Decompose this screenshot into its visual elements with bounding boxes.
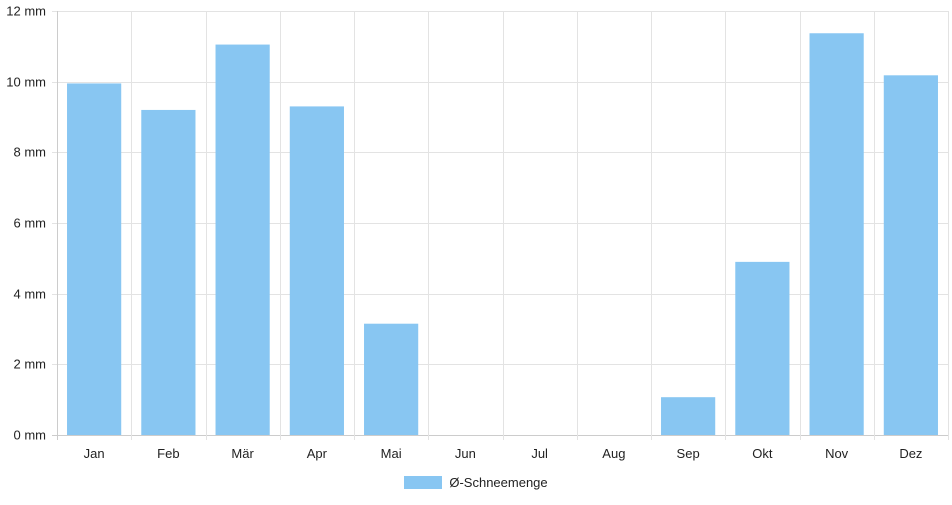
y-tick-label: 12 mm [6, 4, 46, 19]
grid-layer [52, 11, 949, 440]
bar-nov[interactable] [809, 33, 864, 435]
y-tick-label: 0 mm [14, 428, 47, 443]
legend-swatch [404, 475, 443, 489]
bars-layer [67, 33, 938, 436]
x-tick-label: Jan [84, 446, 105, 461]
y-tick-label: 6 mm [14, 216, 47, 231]
legend[interactable]: Ø-Schneemenge [0, 472, 952, 492]
y-tick-label: 2 mm [14, 357, 47, 372]
legend-label: Ø-Schneemenge [449, 474, 548, 490]
x-tick-label: Jul [531, 446, 548, 461]
bar-jan[interactable] [67, 83, 122, 435]
bar-feb[interactable] [141, 109, 196, 435]
x-tick-label: Mai [381, 446, 402, 461]
y-tick-label: 8 mm [14, 145, 47, 160]
x-axis: Jan Feb Mär Apr Mai Jun Jul Aug Sep Okt Nov Dez [84, 446, 923, 461]
x-tick-label: Feb [157, 446, 179, 461]
x-tick-label: Aug [602, 446, 625, 461]
bar-sep[interactable] [661, 397, 716, 435]
bar-dez[interactable] [883, 75, 938, 435]
y-axis: 0 mm 2 mm 4 mm 6 mm 8 mm 10 mm 12 mm [6, 4, 46, 443]
x-tick-label: Dez [899, 446, 922, 461]
y-tick-label: 10 mm [6, 75, 46, 90]
x-tick-label: Apr [307, 446, 328, 461]
bar-okt[interactable] [735, 261, 790, 435]
x-tick-label: Mär [231, 446, 254, 461]
x-tick-label: Jun [455, 446, 476, 461]
x-tick-label: Okt [752, 446, 773, 461]
bar-mai[interactable] [364, 323, 419, 435]
bar-mär[interactable] [215, 44, 270, 436]
y-tick-label: 4 mm [14, 287, 47, 302]
bar-apr[interactable] [289, 106, 344, 436]
x-tick-label: Sep [677, 446, 700, 461]
x-tick-label: Nov [825, 446, 849, 461]
